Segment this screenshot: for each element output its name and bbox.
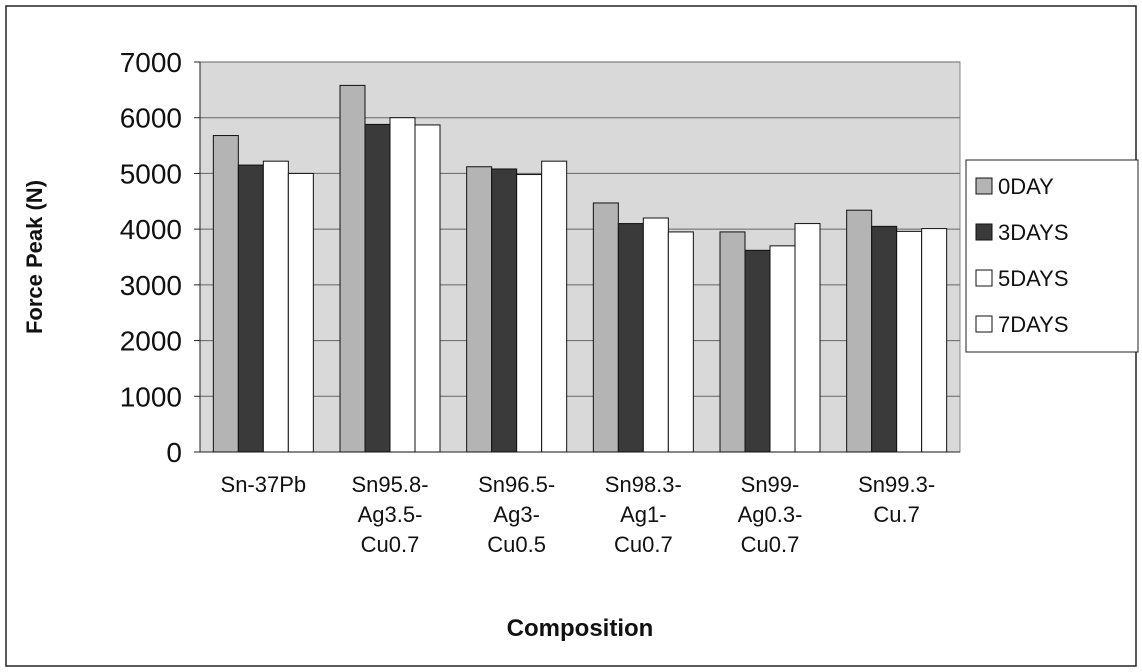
y-tick-label: 0 <box>166 437 182 468</box>
x-tick-label-line: Ag3- <box>493 502 539 527</box>
y-tick-label: 4000 <box>120 214 182 245</box>
x-tick-label: Sn99- Ag0.3- Cu0.7 <box>738 472 803 557</box>
legend-label: 5DAYS <box>998 266 1069 291</box>
legend <box>965 159 1139 353</box>
bar <box>414 124 441 453</box>
x-tick-label: Sn98.3- Ag1- Cu0.7 <box>605 472 682 557</box>
legend-swatch <box>975 177 993 195</box>
bar <box>491 168 518 453</box>
legend-label: 7DAYS <box>998 312 1069 337</box>
x-tick-label-line: Cu0.7 <box>361 532 420 557</box>
y-tick-label: 7000 <box>120 47 182 78</box>
legend-swatch <box>975 223 993 241</box>
bar <box>617 223 644 453</box>
x-tick-label-line: Sn96.5- <box>478 472 555 497</box>
bar <box>921 228 948 453</box>
x-tick-label-line: Sn-37Pb <box>221 472 307 497</box>
bar <box>769 245 796 453</box>
y-tick-label: 3000 <box>120 270 182 301</box>
y-tick-label: 6000 <box>120 103 182 134</box>
bar <box>237 164 264 453</box>
bar <box>364 123 391 453</box>
bar <box>287 172 314 453</box>
x-tick-label-line: Ag3.5- <box>358 502 423 527</box>
x-axis-label: Composition <box>507 615 654 642</box>
bar <box>592 202 619 453</box>
y-axis-label: Force Peak (N) <box>22 180 47 334</box>
bar <box>871 225 898 453</box>
bar <box>719 231 746 453</box>
x-tick-label-line: Sn98.3- <box>605 472 682 497</box>
y-tick-label: 5000 <box>120 158 182 189</box>
plot-area <box>199 61 961 453</box>
x-tick-label-line: Cu0.7 <box>614 532 673 557</box>
x-tick-label-line: Ag0.3- <box>738 502 803 527</box>
legend-swatch <box>975 269 993 287</box>
bar <box>466 166 493 453</box>
y-tick-label: 2000 <box>120 326 182 357</box>
bar <box>896 230 923 453</box>
bar <box>389 117 416 453</box>
legend-label: 0DAY <box>998 174 1054 199</box>
bar <box>667 231 694 453</box>
bar <box>794 223 821 453</box>
bar <box>642 217 669 453</box>
y-tick-label: 1000 <box>120 381 182 412</box>
legend-label: 3DAYS <box>998 220 1069 245</box>
x-tick-label-line: Sn99.3- <box>858 472 935 497</box>
bar <box>212 135 239 453</box>
x-tick-label: Sn-37Pb <box>221 472 307 497</box>
bar <box>262 160 289 453</box>
bar <box>339 84 366 453</box>
bar <box>744 249 771 453</box>
x-tick-label-line: Cu0.7 <box>741 532 800 557</box>
x-tick-label-line: Sn95.8- <box>351 472 428 497</box>
x-tick-label: Sn96.5- Ag3- Cu0.5 <box>478 472 555 557</box>
bar <box>846 209 873 453</box>
x-tick-label-line: Ag1- <box>620 502 666 527</box>
x-tick-label-line: Sn99- <box>741 472 800 497</box>
legend-swatch <box>975 315 993 333</box>
x-tick-label-line: Cu0.5 <box>487 532 546 557</box>
bar <box>516 174 543 453</box>
x-tick-label: Sn99.3- Cu.7 <box>858 472 935 527</box>
x-tick-label-line: Cu.7 <box>873 502 919 527</box>
bar <box>541 160 568 453</box>
x-tick-label: Sn95.8- Ag3.5- Cu0.7 <box>351 472 428 557</box>
